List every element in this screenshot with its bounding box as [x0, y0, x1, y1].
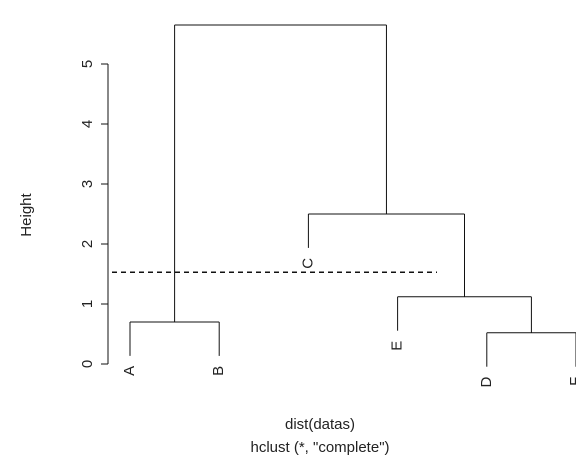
y-tick-label: 4: [79, 120, 96, 128]
leaf-label: D: [478, 377, 495, 388]
y-tick-label: 5: [79, 60, 96, 68]
y-axis-title: Height: [18, 192, 35, 236]
y-tick-label: 0: [79, 360, 96, 368]
x-axis-title: dist(datas): [285, 416, 355, 433]
leaf-label: C: [299, 258, 316, 269]
leaf-label: E: [389, 341, 406, 351]
leaf-label: F: [567, 377, 576, 386]
y-tick-label: 2: [79, 240, 96, 248]
y-tick-label: 3: [79, 180, 96, 188]
chart: Height dist(datas) hclust (*, "complete"…: [0, 0, 576, 464]
y-tick-label: 1: [79, 300, 96, 308]
leaf-label: B: [210, 366, 227, 376]
leaf-label: A: [121, 366, 138, 376]
subtitle: hclust (*, "complete"): [250, 439, 389, 456]
